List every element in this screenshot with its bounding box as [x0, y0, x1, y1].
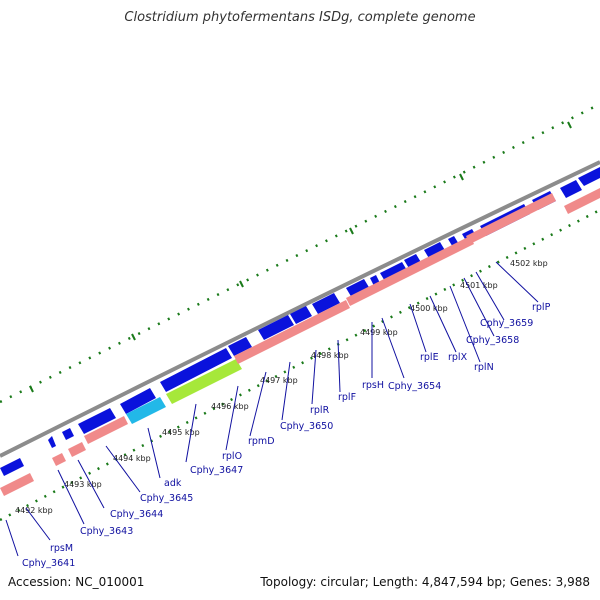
- gene-label: Cphy_3644: [110, 509, 163, 520]
- gene-leaders: [5, 261, 539, 557]
- gene-label: Cphy_3647: [190, 465, 243, 476]
- gene-label: Cphy_3645: [140, 493, 193, 504]
- kbp-label: 4502 kbp: [510, 259, 548, 268]
- kbp-scale: 4492 kbp 4493 kbp 4494 kbp 4495 kbp 4496…: [15, 259, 548, 515]
- gene-label: rplN: [474, 362, 494, 373]
- kbp-label: 4499 kbp: [360, 328, 398, 337]
- gene-label: Cphy_3641: [22, 558, 75, 569]
- accession-text: Accession: NC_010001: [8, 575, 145, 589]
- gene-label: rpmD: [248, 436, 275, 447]
- inner-dotted-ring: [0, 208, 600, 522]
- gene-label: Cphy_3643: [80, 526, 133, 537]
- gene-labels: Cphy_3641 rpsM Cphy_3643 Cphy_3644 Cphy_…: [22, 302, 551, 569]
- kbp-label: 4498 kbp: [311, 351, 349, 360]
- gene-label: adk: [164, 478, 182, 489]
- kbp-label: 4501 kbp: [460, 281, 498, 290]
- kbp-label: 4496 kbp: [211, 402, 249, 411]
- gene-label: Cphy_3658: [466, 335, 519, 346]
- gene-label: rpsH: [362, 380, 384, 391]
- kbp-label: 4492 kbp: [15, 506, 53, 515]
- topology-text: Topology: circular; Length: 4,847,594 bp…: [260, 575, 590, 589]
- gene-label: Cphy_3654: [388, 381, 441, 392]
- gene-label: Cphy_3650: [280, 421, 333, 432]
- gene-label: rplE: [420, 352, 439, 363]
- kbp-label: 4493 kbp: [64, 480, 102, 489]
- gene-label: rplR: [310, 405, 330, 416]
- kbp-label: 4495 kbp: [162, 428, 200, 437]
- gene-label: rplF: [338, 392, 356, 403]
- gene-label: rplP: [532, 302, 551, 313]
- map-title: Clostridium phytofermentans ISDg, comple…: [124, 10, 476, 25]
- kbp-label: 4494 kbp: [113, 454, 151, 463]
- gene-label: rplX: [448, 352, 468, 363]
- gene-label: rpsM: [50, 543, 73, 554]
- outer-dotted-ring: [0, 102, 600, 404]
- reverse-genes: [0, 188, 600, 496]
- kbp-label: 4497 kbp: [260, 376, 298, 385]
- gene-label: Cphy_3659: [480, 318, 533, 329]
- genome-backbone: [0, 160, 600, 458]
- gene-label: rplO: [222, 451, 242, 462]
- kbp-label: 4500 kbp: [410, 304, 448, 313]
- major-ticks: [29, 121, 572, 393]
